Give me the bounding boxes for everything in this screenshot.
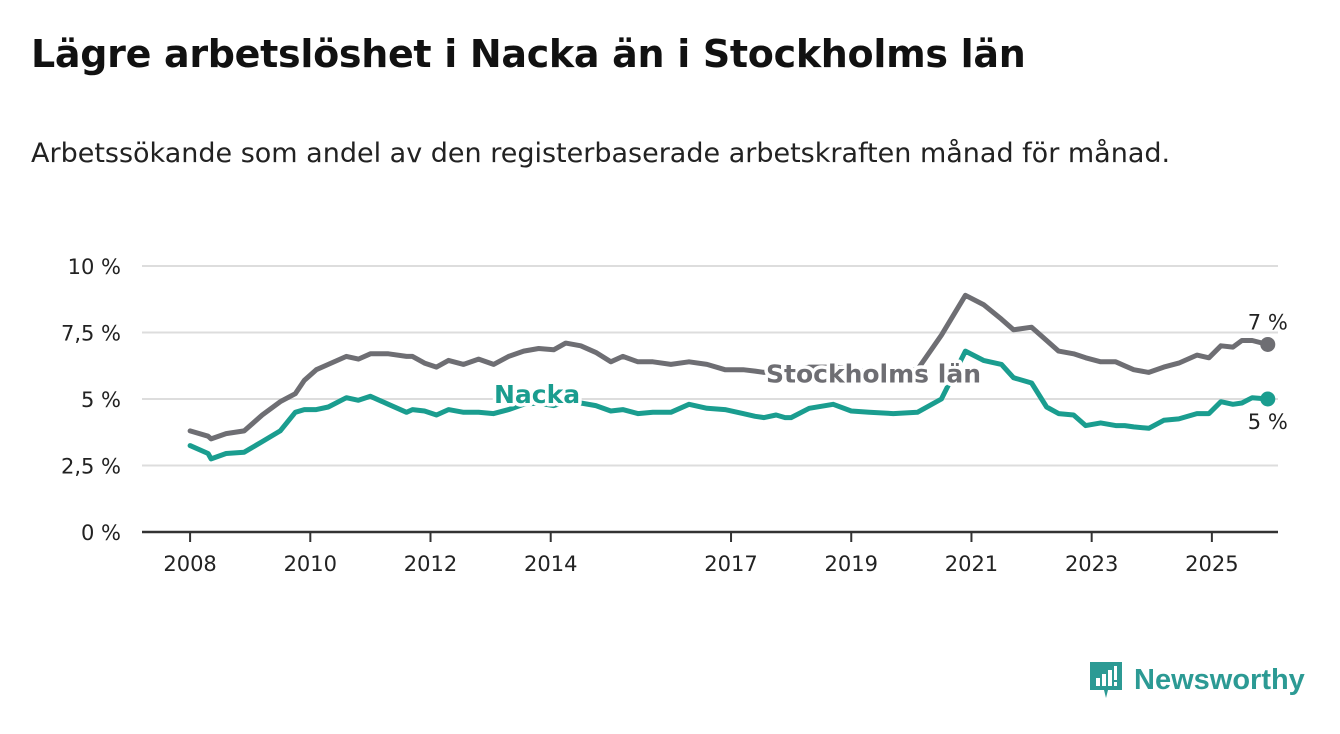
series-line-stockholms-l-n (187, 292, 1271, 442)
y-tick-label: 2,5 % (61, 455, 121, 479)
x-tick-label: 2023 (1065, 552, 1118, 576)
x-tick-label: 2008 (163, 552, 216, 576)
gridlines (142, 265, 1278, 467)
newsworthy-logo: Newsworthy (1088, 660, 1305, 700)
x-tick-label: 2021 (945, 552, 998, 576)
x-tick-label: 2012 (404, 552, 457, 576)
end-point-nacka (1260, 391, 1276, 407)
x-tick-label: 2014 (524, 552, 577, 576)
end-point-stockholms-l-n (1260, 336, 1276, 352)
series-label-nacka: Nacka (494, 380, 580, 409)
end-value-label-nacka: 5 % (1248, 410, 1288, 434)
brand-name: Newsworthy (1134, 663, 1305, 696)
series-line-nacka (187, 348, 1271, 462)
series-lines (187, 292, 1276, 462)
end-value-label-stockholms-lan: 7 % (1248, 310, 1288, 334)
y-axis-ticks: 0 % 2,5 % 5 % 7,5 % 10 % (61, 255, 121, 545)
y-tick-label: 5 % (81, 388, 121, 412)
x-tick-label: 2019 (825, 552, 878, 576)
page-title: Lägre arbetslöshet i Nacka än i Stockhol… (31, 32, 1026, 76)
x-tick-label: 2017 (704, 552, 757, 576)
page-subtitle: Arbetssökande som andel av den registerb… (31, 138, 1171, 169)
line-chart: 0 % 2,5 % 5 % 7,5 % 10 % 2008 2010 2012 2014 201… (61, 255, 1288, 576)
series-labels: Stockholms län Nacka 7 % 5 % (491, 310, 1288, 434)
y-tick-label: 0 % (81, 521, 121, 545)
y-tick-label: 10 % (68, 255, 121, 279)
y-tick-label: 7,5 % (61, 322, 121, 346)
x-tick-label: 2010 (284, 552, 337, 576)
x-axis: 2008 2010 2012 2014 2017 2019 2021 2023 2025 (142, 530, 1278, 576)
x-tick-label: 2025 (1185, 552, 1238, 576)
newsworthy-chart-icon (1090, 662, 1122, 698)
series-label-stockholms-lan: Stockholms län (766, 359, 981, 388)
